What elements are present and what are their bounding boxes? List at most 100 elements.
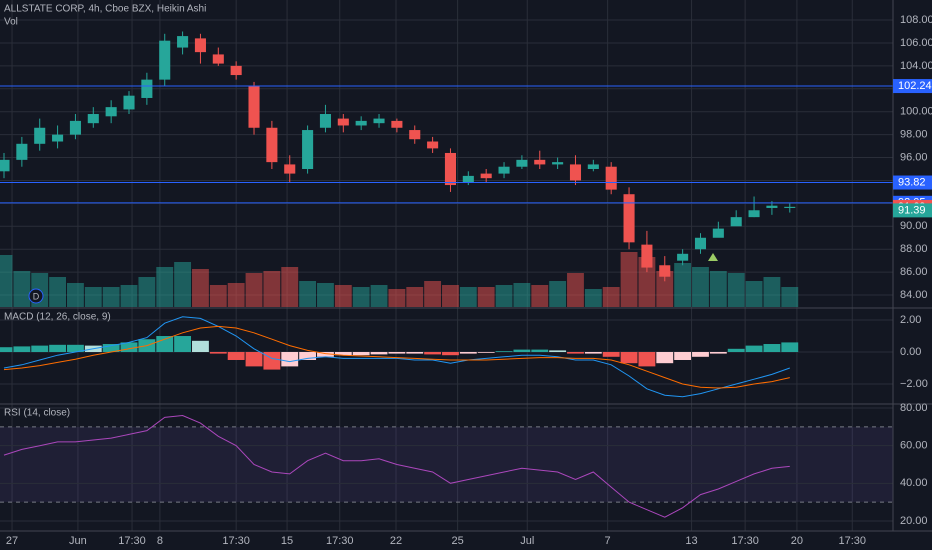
candle-body (427, 141, 439, 149)
volume-bar (227, 283, 245, 307)
volume-bar (120, 285, 138, 307)
macd-histogram-bar (531, 349, 549, 353)
volume-bar (13, 271, 31, 307)
candle-body (784, 206, 796, 208)
macd-histogram-bar (245, 352, 263, 367)
candle-body (605, 166, 617, 190)
macd-histogram-bar (674, 352, 692, 360)
price-tag (893, 175, 932, 190)
macd-histogram-bar (156, 336, 174, 353)
candle-body (355, 120, 367, 126)
price-tag (893, 79, 932, 94)
y-tick-label: 106.00 (900, 37, 932, 49)
candle-body (569, 164, 582, 181)
volume-bar (49, 277, 67, 307)
x-tick-label: 17:30 (839, 535, 867, 547)
dividend-marker[interactable] (28, 288, 44, 304)
volume-bar (495, 285, 513, 307)
y-tick-label: 0.00 (900, 346, 921, 358)
macd-histogram-bar (477, 352, 495, 353)
macd-histogram-bar (388, 352, 406, 354)
volume-bar (442, 285, 459, 307)
volume-bar (477, 287, 495, 307)
volume-bar (352, 287, 370, 307)
candle-body (659, 265, 671, 277)
candle-body (16, 143, 28, 160)
candle-body (623, 194, 635, 243)
x-tick-label: Jun (69, 535, 87, 547)
volume-bar (245, 273, 263, 307)
candle-body (694, 237, 707, 250)
dividend-marker-label: D (33, 291, 40, 301)
candle-body (302, 130, 314, 170)
macd-histogram-bar (763, 344, 781, 353)
volume-bar (709, 271, 727, 307)
price-tag-label: 102.24 (898, 80, 932, 92)
candle-body (730, 217, 742, 227)
volume-bar (334, 285, 352, 307)
volume-bar (674, 263, 692, 307)
macd-histogram-bar (638, 352, 656, 367)
candle-body (52, 134, 64, 142)
candle-body (284, 164, 296, 174)
volume-title: Vol (4, 17, 18, 28)
x-tick-label: 20 (791, 535, 803, 547)
candle-body (534, 159, 546, 165)
y-tick-label: 104.00 (900, 60, 932, 72)
macd-histogram-bar (709, 352, 727, 354)
macd-histogram-bar (656, 352, 674, 364)
macd-histogram-bar (299, 352, 317, 360)
volume-bar (67, 283, 84, 307)
y-tick-label: 100.00 (900, 106, 932, 118)
candle-body (212, 54, 224, 64)
volume-bar (459, 287, 477, 307)
rsi-title: RSI (14, close) (4, 408, 70, 419)
text-layer: ALLSTATE CORP, 4h, Cboe BZX, Heikin Ashi… (4, 4, 932, 547)
rsi-line (3, 414, 790, 518)
volume-bar (388, 289, 406, 307)
volume-bar (656, 271, 674, 307)
volume-bar (317, 283, 334, 307)
macd-histogram-bar (495, 351, 513, 353)
candle-body (159, 40, 171, 80)
candle-body (587, 164, 599, 170)
x-tick-label: 25 (451, 535, 463, 547)
x-tick-label: 17:30 (118, 535, 146, 547)
y-tick-label: 80.00 (900, 402, 928, 414)
rsi-band (0, 426, 893, 503)
volume-bar (138, 277, 156, 307)
macd-histogram-bar (174, 336, 192, 353)
y-tick-label: 86.00 (900, 266, 928, 278)
candle-body (766, 205, 778, 208)
macd-histogram-bar (0, 347, 13, 353)
candle-body (677, 253, 689, 261)
volume-bar (781, 287, 799, 307)
chart-title: ALLSTATE CORP, 4h, Cboe BZX, Heikin Ashi (4, 4, 206, 15)
macd-histogram-bar (781, 342, 799, 353)
volume-bar (424, 281, 442, 307)
macd-histogram-bar (727, 348, 745, 353)
macd-line (3, 316, 790, 398)
candle-body (319, 114, 331, 128)
signal-line (3, 325, 790, 389)
y-tick-label: 108.00 (900, 14, 932, 26)
macd-histogram-bar (209, 352, 227, 354)
volume-bar (620, 252, 638, 307)
candle-body (266, 127, 278, 163)
candle-body (552, 162, 564, 165)
candle-body (444, 152, 457, 186)
y-tick-label: 40.00 (900, 477, 928, 489)
candle-body (177, 36, 189, 48)
macd-histogram-bar (13, 346, 31, 353)
candle-body (230, 65, 242, 76)
y-tick-label: 98.00 (900, 129, 928, 141)
candle-body (123, 95, 135, 110)
candle-body (480, 173, 492, 179)
volume-bar (370, 285, 388, 307)
macd-histogram-bar (263, 352, 281, 370)
y-tick-label: 60.00 (900, 440, 928, 452)
candle-body (373, 118, 385, 124)
macd-histogram-bar (567, 352, 584, 354)
macd-histogram-bar (442, 352, 459, 356)
volume-bar (156, 267, 174, 307)
